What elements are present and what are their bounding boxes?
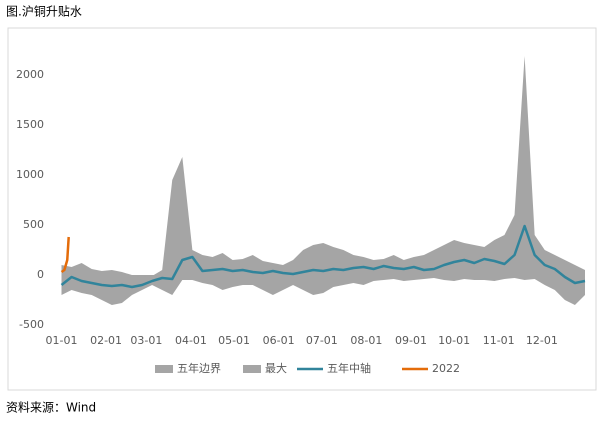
x-tick-label: 07-01 xyxy=(306,334,338,347)
y-tick-label: 1500 xyxy=(16,118,44,131)
y-tick-label: 1000 xyxy=(16,168,44,181)
x-tick-label: 03-01 xyxy=(130,334,162,347)
band-area xyxy=(61,56,586,277)
legend-swatch xyxy=(243,365,261,373)
chart-title: 图.沪铜升贴水 xyxy=(6,4,82,19)
legend-label: 2022 xyxy=(432,362,460,375)
x-tick-label: 02-01 xyxy=(90,334,122,347)
x-tick-label: 04-01 xyxy=(175,334,207,347)
series-line xyxy=(60,224,586,289)
x-tick-label: 10-01 xyxy=(438,334,470,347)
x-tick-label: 11-01 xyxy=(483,334,515,347)
legend-label: 五年中轴 xyxy=(327,361,371,375)
legend-swatch xyxy=(155,365,173,373)
legend-label: 五年边界 xyxy=(177,361,221,375)
source-note: 资料来源：Wind xyxy=(6,401,96,415)
band-area xyxy=(61,275,586,305)
x-tick-label: 12-01 xyxy=(526,334,558,347)
x-tick-label: 08-01 xyxy=(350,334,382,347)
x-tick-label: 09-01 xyxy=(395,334,427,347)
y-tick-label: 500 xyxy=(23,218,44,231)
series-line xyxy=(60,236,70,274)
y-tick-label: 2000 xyxy=(16,68,44,81)
chart-frame xyxy=(7,27,597,391)
y-tick-label: 0 xyxy=(37,268,44,281)
y-tick-label: -500 xyxy=(19,318,44,331)
x-tick-label: 05-01 xyxy=(218,334,250,347)
x-tick-label: 01-01 xyxy=(46,334,78,347)
legend-label: 最大 xyxy=(265,361,287,375)
x-tick-label: 06-01 xyxy=(263,334,295,347)
